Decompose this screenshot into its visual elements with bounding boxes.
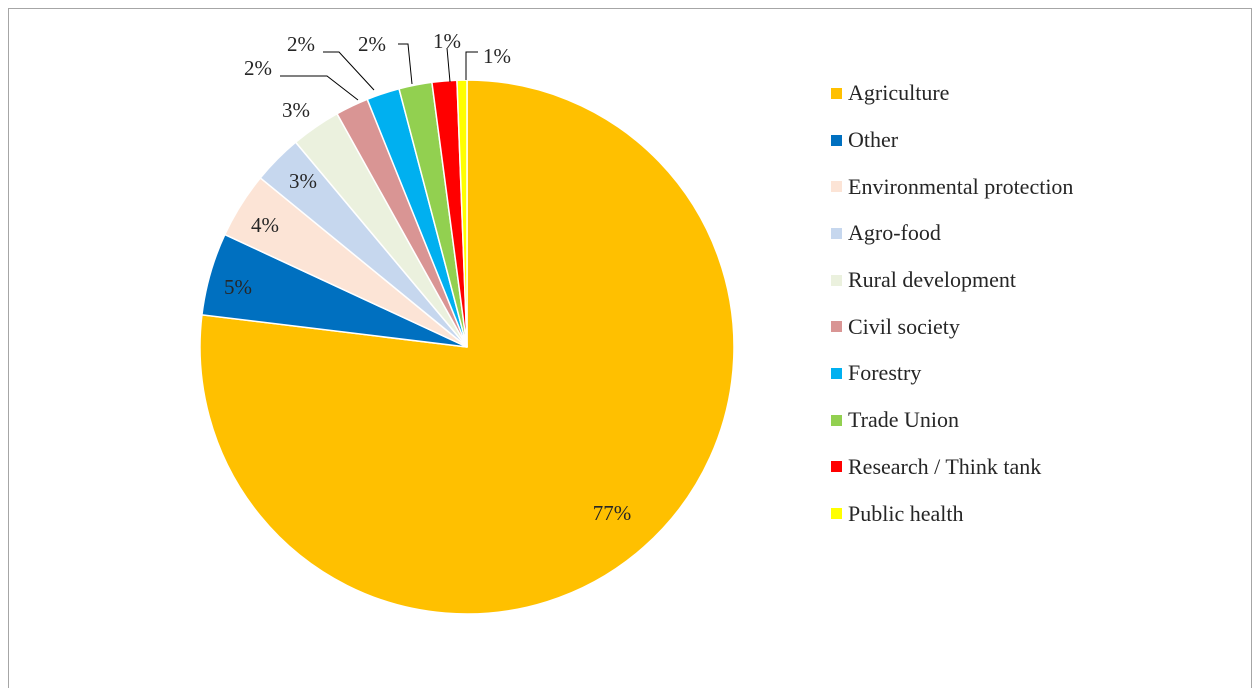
slice-label-agro-food: 3% <box>289 169 317 193</box>
legend-label: Research / Think tank <box>848 453 1042 479</box>
chart-frame <box>8 8 1252 688</box>
legend-swatch <box>831 134 842 146</box>
legend-item-public-health: Public health <box>831 490 1131 537</box>
slice-label-trade-union: 2% <box>358 32 386 56</box>
legend-swatch <box>831 367 842 379</box>
legend-label: Agro-food <box>848 220 941 246</box>
slice-label-agriculture: 77% <box>593 501 632 525</box>
legend-label: Agriculture <box>848 80 950 106</box>
legend-label: Public health <box>848 500 964 526</box>
legend: Agriculture Other Environmental protection… <box>831 70 1131 537</box>
legend-item-agriculture: Agriculture <box>831 70 1131 117</box>
legend-item-civil-society: Civil society <box>831 303 1131 350</box>
legend-label: Other <box>848 127 899 153</box>
legend-label: Rural development <box>848 267 1017 293</box>
legend-item-trade-union: Trade Union <box>831 397 1131 444</box>
slice-label-civil-society: 2% <box>244 56 272 80</box>
legend-swatch <box>831 414 842 426</box>
slice-public-health <box>456 79 468 348</box>
legend-item-rural-development: Rural development <box>831 257 1131 304</box>
leader-lines <box>280 43 478 101</box>
legend-swatch <box>831 461 842 473</box>
legend-item-other: Other <box>831 117 1131 164</box>
legend-swatch <box>831 181 842 193</box>
legend-swatch <box>831 321 842 333</box>
legend-swatch <box>831 87 842 99</box>
legend-swatch <box>831 227 842 239</box>
slice-label-environmental-protection: 4% <box>251 213 279 237</box>
legend-label: Forestry <box>848 360 922 386</box>
legend-item-research-think-tank: Research / Think tank <box>831 444 1131 491</box>
slice-labels: 77% 5% 4% 3% 3% 2% 2% 2% 1% 1% <box>224 29 631 525</box>
slice-label-other: 5% <box>224 275 252 299</box>
leader-line-public-health <box>465 51 478 80</box>
leader-line-trade-union <box>398 43 413 85</box>
slice-label-rural-development: 3% <box>282 98 310 122</box>
slice-label-research-think-tank: 1% <box>433 29 461 53</box>
legend-item-forestry: Forestry <box>831 350 1131 397</box>
legend-label: Environmental protection <box>848 173 1074 199</box>
legend-item-agro-food: Agro-food <box>831 210 1131 257</box>
leader-line-research-think-tank <box>446 47 451 83</box>
legend-label: Trade Union <box>848 407 960 433</box>
leader-line-civil-society <box>280 75 359 101</box>
pie-slices <box>199 79 735 615</box>
leader-line-forestry <box>323 51 375 91</box>
legend-swatch <box>831 274 842 286</box>
legend-item-environmental-protection: Environmental protection <box>831 163 1131 210</box>
slice-label-forestry: 2% <box>287 32 315 56</box>
legend-label: Civil society <box>848 313 960 339</box>
legend-swatch <box>831 508 842 520</box>
slice-label-public-health: 1% <box>483 44 511 68</box>
